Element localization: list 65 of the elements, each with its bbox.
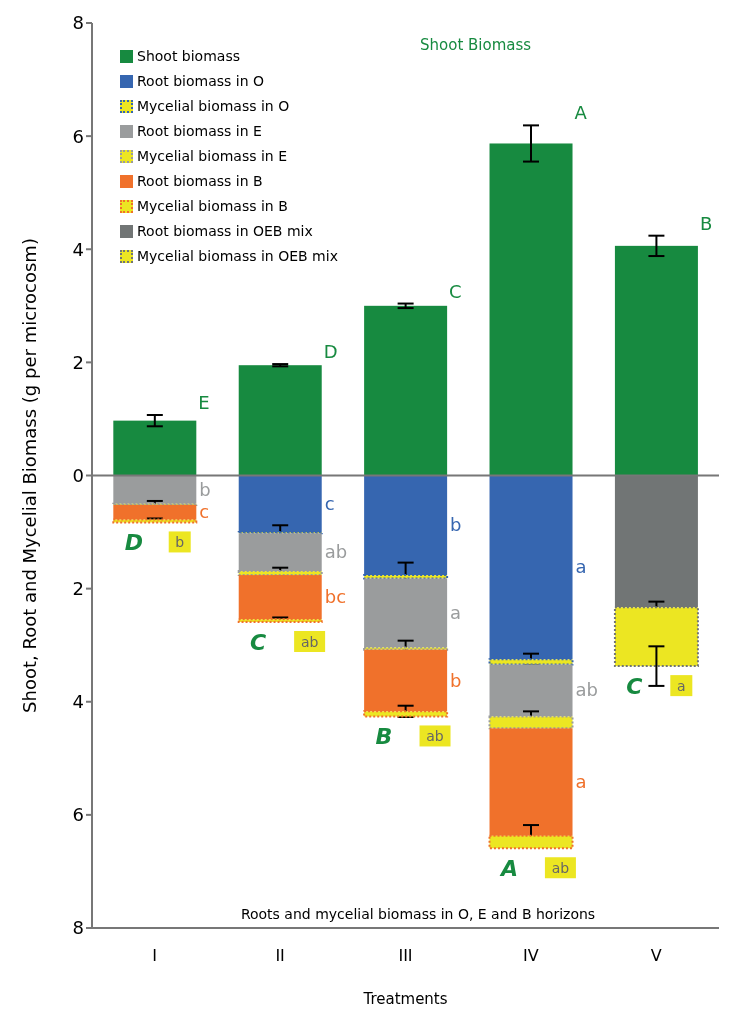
data-label: ab — [575, 679, 598, 701]
legend-label: Mycelial biomass in B — [137, 197, 288, 216]
data-label: b — [450, 514, 462, 536]
y-tick-label: 6 — [72, 804, 84, 826]
data-label: A — [574, 102, 588, 124]
legend-label: Root biomass in OEB mix — [137, 222, 313, 241]
x-tick-label: III — [398, 946, 413, 966]
annotation: A — [498, 856, 518, 882]
bar — [238, 475, 322, 533]
data-label: b — [450, 669, 462, 691]
y-tick-label: 6 — [72, 125, 84, 147]
data-label: bc — [324, 586, 347, 608]
data-label: E — [198, 391, 210, 413]
y-tick-label: 0 — [72, 464, 84, 486]
data-label: a — [677, 678, 686, 695]
y-tick-label: 8 — [72, 917, 84, 939]
annotation: Roots and mycelial biomass in O, E and B horizons — [239, 906, 597, 922]
y-tick-label: 8 — [72, 12, 84, 34]
data-label: c — [199, 501, 210, 523]
data-label: D — [323, 341, 338, 363]
legend-label: Mycelial biomass in O — [137, 97, 290, 116]
legend-label: Mycelial biomass in OEB mix — [137, 247, 338, 266]
data-label: C — [449, 280, 462, 302]
x-tick-label: V — [650, 946, 662, 966]
y-tick-label: 4 — [72, 691, 84, 713]
x-tick-label: IV — [523, 946, 539, 966]
annotation: C — [626, 674, 643, 700]
text: Shoot Biomass — [420, 36, 532, 54]
bar — [113, 475, 197, 504]
y-axis-title: Shoot, Root and Mycelial Biomass (g per microcosm) — [19, 238, 41, 713]
x-axis-title: Treatments — [362, 990, 448, 1008]
x-tick-label: II — [275, 946, 285, 966]
y-tick-label: 4 — [72, 238, 84, 260]
bar — [489, 143, 573, 476]
legend-label: Shoot biomass — [137, 47, 240, 66]
annotation: B — [375, 724, 393, 750]
data-label: a — [575, 556, 587, 578]
data-label: a — [575, 771, 587, 793]
bar — [364, 305, 448, 476]
bar — [238, 533, 322, 572]
data-label: ab — [426, 728, 444, 745]
bar — [238, 365, 322, 476]
y-tick-label: 2 — [72, 351, 84, 373]
legend-label: Root biomass in O — [137, 72, 264, 91]
data-label: a — [450, 601, 462, 623]
bar — [364, 475, 448, 576]
annotation: C — [250, 630, 267, 655]
y-tick-label: 2 — [72, 578, 84, 600]
legend-label: Root biomass in E — [137, 122, 262, 141]
x-tick-label: I — [152, 946, 158, 966]
data-label: c — [324, 492, 335, 514]
data-label: ab — [551, 860, 570, 877]
data-label: ab — [324, 541, 348, 563]
data-label: b — [175, 534, 185, 551]
data-label: ab — [300, 634, 319, 650]
data-label: b — [199, 478, 211, 500]
data-label: B — [699, 212, 713, 234]
bar — [113, 420, 197, 476]
annotation: D — [124, 530, 143, 556]
bar — [614, 245, 698, 476]
bar — [113, 504, 197, 520]
legend-label: Root biomass in B — [137, 172, 263, 191]
bar — [238, 575, 322, 620]
legend-label: Mycelial biomass in E — [137, 147, 288, 166]
bar — [364, 578, 448, 648]
